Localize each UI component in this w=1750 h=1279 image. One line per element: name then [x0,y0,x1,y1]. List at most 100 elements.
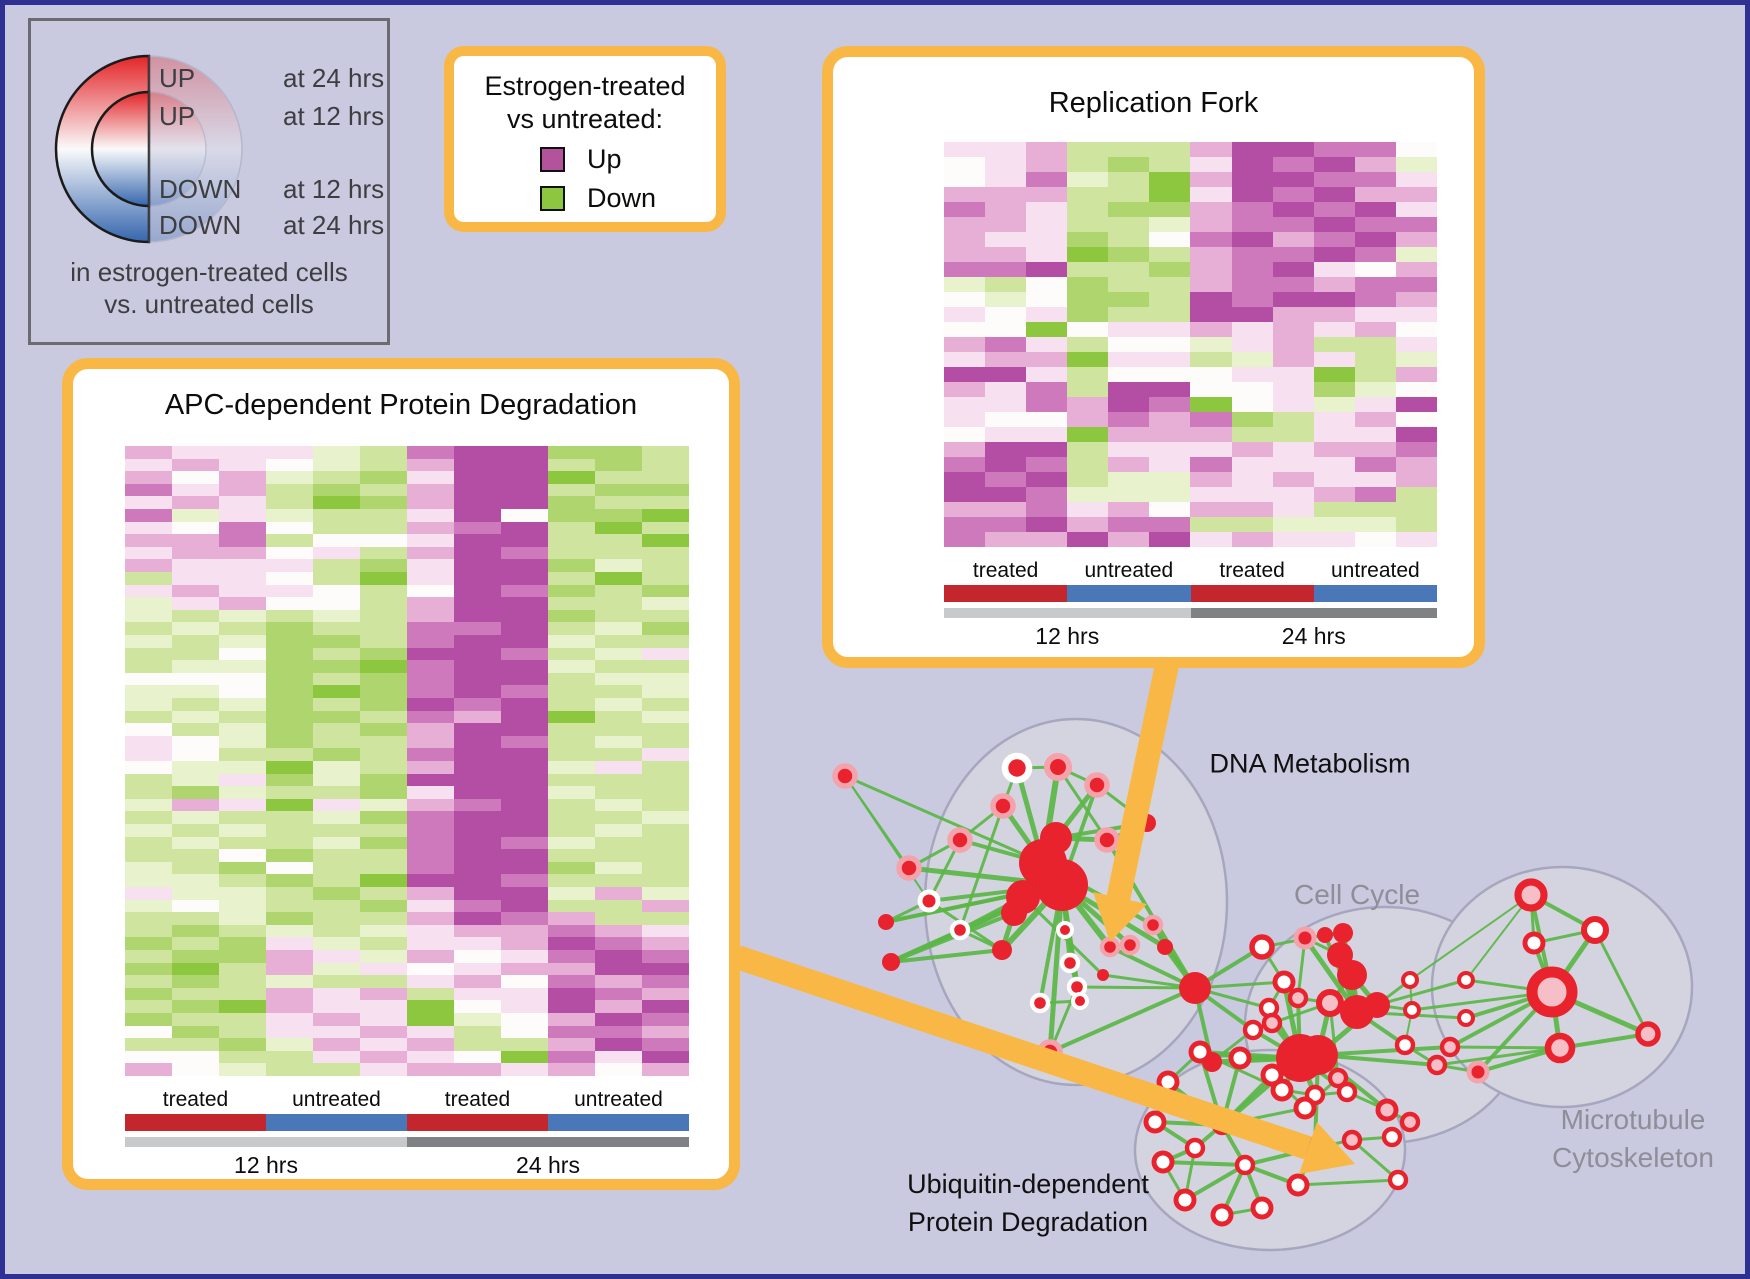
heatmap-cell [595,899,642,913]
heatmap-cell [360,622,407,635]
heatmap-cell [944,187,986,202]
heatmap-cell [595,1025,642,1039]
heatmap-cell [1108,262,1150,277]
heatmap-cell [1108,517,1150,532]
heatmap-cell [172,912,219,925]
heatmap-cell [985,397,1027,412]
network-node [1250,1196,1274,1220]
network-edge [1436,1046,1561,1067]
heatmap-cell [360,685,407,698]
heatmap-cell [172,849,219,862]
heatmap-cell [1026,457,1068,472]
heatmap-cell [985,202,1027,217]
heatmap-cell [266,597,313,610]
heatmap-cell [219,786,266,799]
heatmap-cell [125,572,172,585]
heatmap-cell [1026,367,1068,382]
heatmap-cell [219,1063,266,1076]
heatmap-cell [944,202,986,217]
heatmap-cell [501,748,548,761]
heatmap-cell [360,1038,407,1051]
heatmap-cell [454,483,501,497]
network-node [1043,752,1073,782]
heatmap-cell [454,723,501,736]
heatmap-cell [548,1038,595,1051]
heatmap-cell [219,496,266,509]
time-bar-12 [944,608,1191,618]
heatmap-cell [454,987,501,1001]
heatmap-cell [266,887,313,900]
heatmap-cell [266,647,313,661]
heatmap-cell [642,609,689,623]
heatmap-cell [501,509,548,522]
heatmap-cell [454,660,501,673]
heatmap-cell [1313,247,1355,262]
heatmap-cell [454,861,501,875]
orange-arrow-head-icon [1093,892,1147,942]
heatmap-cell [985,247,1027,262]
heatmap-cell [407,861,454,875]
heatmap-cell [125,698,172,711]
group-label: untreated [1331,559,1420,582]
group-label: untreated [1084,559,1174,582]
heatmap-cell [548,962,595,976]
heatmap-cell [360,572,407,585]
heatmap-cell [313,836,360,850]
heatmap-cell [1395,352,1437,367]
treatment-direction-legend: UP UP DOWN DOWN at 24 hrs at 12 hrs at 1… [28,18,390,345]
network-edge [844,775,930,902]
heatmap-cell [407,458,454,472]
heatmap-cell [454,584,501,598]
heatmap-cell [454,748,501,761]
heatmap-cell [1395,322,1437,337]
heatmap-cell [454,635,501,648]
heatmap-cell [266,824,313,837]
heatmap-cell [1395,292,1437,307]
heatmap-cell [1190,202,1232,217]
heatmap-cell [548,735,595,749]
heatmap-cell [501,698,548,711]
heatmap-cell [985,412,1027,427]
heatmap-cell [642,635,689,648]
heatmap-cell [125,874,172,887]
heatmap-cell [172,635,219,648]
heatmap-cell [1354,142,1396,157]
heatmap-cell [1231,232,1273,247]
group-label: treated [444,1088,511,1111]
heatmap-cell [985,337,1027,352]
heatmap-cell [360,1000,407,1013]
heatmap-cell [1272,427,1314,442]
heatmap-cell [1395,202,1437,217]
heatmap-cell [944,487,986,502]
heatmap-cell [1149,472,1191,487]
heatmap-cell [360,836,407,850]
network-node [1287,987,1309,1009]
rf-treatment-colorbar [944,585,1437,602]
heatmap-cell [642,950,689,963]
heatmap-cell [172,735,219,749]
heatmap-cell [219,710,266,724]
heatmap-cell [642,1050,689,1064]
heatmap-cell [313,698,360,711]
heatmap-cell [360,849,407,862]
heatmap-cell [642,912,689,925]
heatmap-cell [548,534,595,547]
heatmap-cell [1313,397,1355,412]
heatmap-cell [125,836,172,850]
heatmap-cell [1272,172,1314,187]
heatmap-cell [172,786,219,799]
heatmap-cell [1026,142,1068,157]
heatmap-cell [642,509,689,522]
heatmap-cell [1354,187,1396,202]
heatmap-cell [313,521,360,535]
heatmap-cell [266,950,313,963]
heatmap-cell [1313,142,1355,157]
heatmap-cell [1067,277,1109,292]
heatmap-cell [1354,442,1396,457]
heatmap-cell [125,446,172,459]
heatmap-cell [1231,457,1273,472]
heatmap-cell [548,1063,595,1076]
ubiquitin-label-line1: Ubiquitin-dependent [907,1169,1149,1199]
heatmap-cell [1354,247,1396,262]
heatmap-cell [454,597,501,610]
